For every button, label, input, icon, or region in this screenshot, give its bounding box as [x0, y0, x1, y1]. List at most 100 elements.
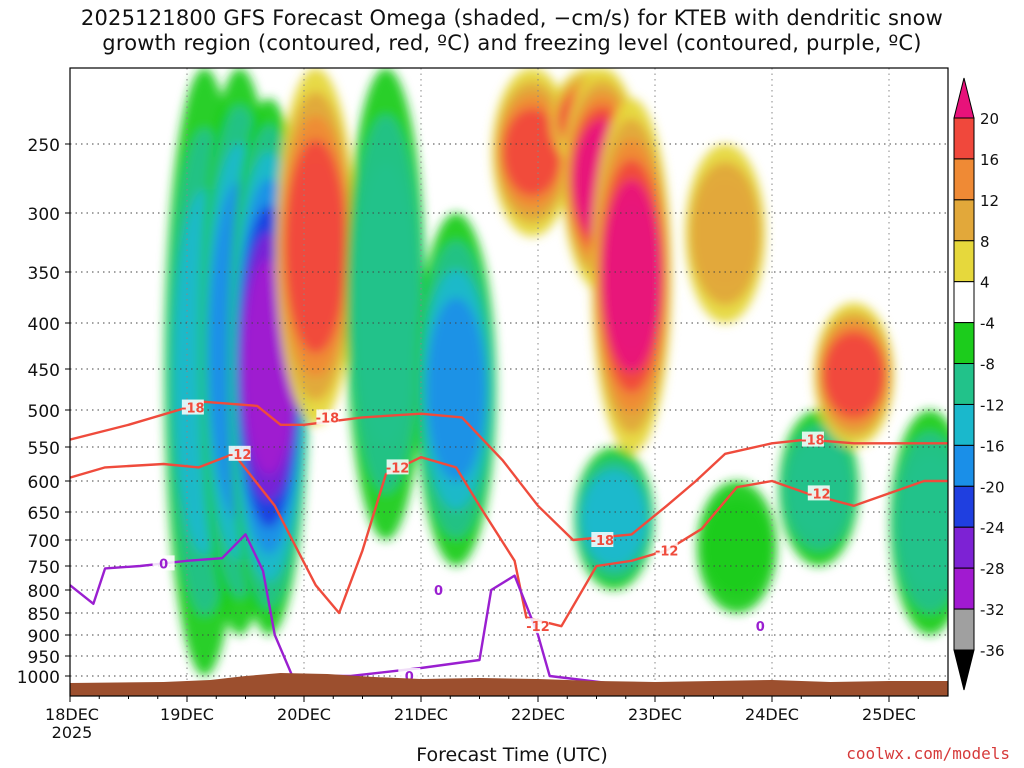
contour-label-bg — [152, 555, 175, 571]
colorbar-label: -24 — [980, 519, 1005, 537]
colorbar-label: 20 — [980, 110, 999, 128]
omega-shading — [164, 68, 948, 676]
contour-label: -18 — [801, 434, 825, 449]
x-tick-label: 20DEC — [277, 705, 331, 724]
contour-label-bg — [316, 409, 339, 425]
y-tick-label: 300 — [28, 205, 60, 225]
x-tick-label: 22DEC — [511, 705, 565, 724]
colorbar-bin — [953, 444, 975, 487]
contour-label-bg — [228, 445, 251, 461]
omega-cell — [825, 341, 883, 409]
chart-title-line2: growth region (contoured, red, ºC) and f… — [102, 31, 922, 55]
colorbar-bin — [953, 240, 975, 283]
colorbar-label: 8 — [980, 233, 990, 251]
contour-label: -18 — [316, 411, 340, 426]
colorbar-bin — [953, 403, 975, 446]
omega-cell — [604, 199, 660, 353]
contour-label-bg — [591, 532, 614, 547]
x-axis: 18DEC 19DEC 20DEC 21DEC 22DEC 23DEC 24DEC 25DEC… — [45, 696, 919, 742]
omega-cell — [502, 108, 562, 197]
y-tick-label: 800 — [28, 582, 60, 602]
y-axis: 2503003504004505005506006507007508008509… — [17, 136, 70, 688]
contour-label: -18 — [591, 534, 615, 549]
contour-label-bg — [427, 582, 450, 597]
x-tick-label: 25DEC — [862, 705, 916, 724]
y-tick-label: 500 — [28, 402, 60, 422]
temperature-contours: -18 -18 -18 -18 -12 -12 -12 -12 -12 0 0 0 0 — [70, 399, 948, 688]
contour-label: 0 — [756, 620, 765, 635]
x-tick-label: 24DEC — [745, 705, 799, 724]
credit-link[interactable]: coolwx.com/models — [846, 744, 1010, 763]
colorbar-label: -8 — [980, 356, 995, 374]
y-tick-label: 850 — [28, 605, 60, 625]
colorbar-bin — [953, 485, 975, 528]
contour-label: 0 — [159, 557, 168, 572]
y-tick-label: 750 — [28, 558, 60, 578]
y-tick-label: 700 — [28, 532, 60, 552]
chart-title-line1: 2025121800 GFS Forecast Omega (shaded, −… — [80, 6, 944, 30]
x-axis-label: Forecast Time (UTC) — [416, 744, 608, 766]
colorbar-max-arrow — [953, 77, 975, 119]
y-tick-label: 600 — [28, 473, 60, 493]
omega-cell — [354, 162, 418, 446]
colorbar-label: -28 — [980, 560, 1005, 578]
contour-label-bg — [527, 618, 549, 634]
contour-label: -12 — [526, 620, 550, 635]
colorbar-bin — [953, 322, 975, 365]
omega-blobs — [164, 68, 948, 676]
colorbar-label: 16 — [980, 151, 999, 169]
y-tick-label: 450 — [28, 361, 60, 381]
colorbar-bin — [953, 158, 975, 201]
contour-label-bg — [801, 431, 824, 447]
contour-label: -12 — [807, 487, 831, 502]
contour-label: 0 — [434, 584, 443, 599]
contour-label: -12 — [228, 448, 252, 463]
y-tick-label: 900 — [28, 627, 60, 647]
colorbar-label: 4 — [980, 274, 990, 292]
colorbar-label: -16 — [980, 437, 1005, 455]
contour-label: -12 — [386, 461, 410, 476]
colorbar-label: -4 — [980, 315, 995, 333]
omega-cell — [702, 498, 772, 596]
colorbar-label: -36 — [980, 642, 1005, 660]
contour-label-bg — [655, 542, 678, 558]
contour-label-bg — [386, 459, 409, 475]
contour-label: -18 — [181, 402, 205, 417]
y-tick-label: 400 — [28, 315, 60, 335]
colorbar-bin — [953, 117, 975, 160]
grid-lines — [70, 68, 948, 696]
y-tick-label: 650 — [28, 504, 60, 524]
colorbar: 20 16 12 8 4 -4 -8 -12 -16 -20 -24 -28 -32 -36 — [953, 77, 1005, 691]
contour-label: 0 — [405, 670, 414, 685]
colorbar-min-arrow — [953, 649, 975, 691]
contour-line — [70, 533, 632, 688]
colorbar-label: -12 — [980, 396, 1005, 414]
y-tick-label: 350 — [28, 264, 60, 284]
contour-line — [70, 452, 948, 628]
colorbar-bin — [953, 199, 975, 242]
colorbar-label: -20 — [980, 478, 1005, 496]
surface-terrain — [70, 673, 948, 696]
colorbar-bin — [953, 526, 975, 569]
x-tick-label: 19DEC — [160, 705, 214, 724]
x-tick-label: 21DEC — [394, 705, 448, 724]
contour-line — [70, 400, 948, 542]
contour-label-bg — [749, 618, 772, 634]
omega-cell — [694, 179, 757, 288]
omega-cell — [426, 297, 486, 482]
x-tick-label: 18DEC — [45, 705, 99, 724]
colorbar-bin — [953, 281, 975, 324]
x-year-label: 2025 — [52, 723, 93, 742]
contour-label-bg — [807, 485, 830, 501]
contour-label-bg — [181, 399, 204, 415]
colorbar-bin — [953, 608, 975, 651]
contour-label: -12 — [655, 544, 679, 559]
omega-cell — [287, 163, 344, 330]
y-tick-label: 950 — [28, 648, 60, 668]
y-tick-label: 250 — [28, 136, 60, 156]
colorbar-bin — [953, 363, 975, 405]
y-tick-label: 1000 — [17, 668, 60, 688]
colorbar-label: -32 — [980, 601, 1005, 619]
y-tick-label: 550 — [28, 439, 60, 459]
